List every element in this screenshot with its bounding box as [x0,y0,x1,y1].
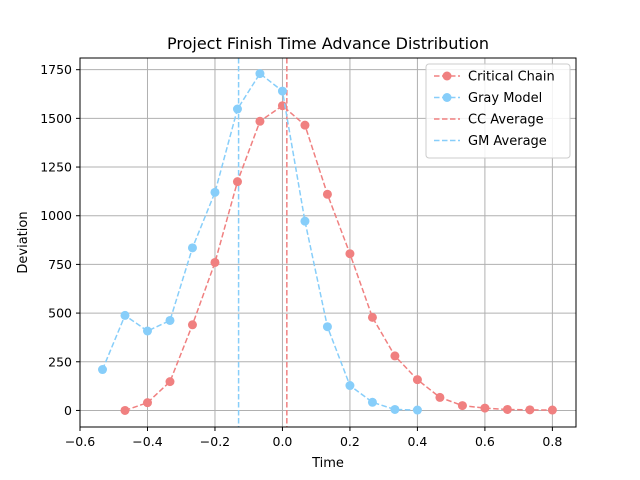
y-tick-label: 1750 [40,62,72,77]
x-tick-label: −0.2 [200,434,230,449]
x-tick-label: 0.8 [542,434,562,449]
critical-chain-point [502,404,512,414]
gray-model-point [300,216,310,226]
critical-chain-point [142,398,152,408]
legend-label: GM Average [468,134,547,149]
x-tick-label: 0.2 [340,434,360,449]
x-tick-label: −0.4 [132,434,162,449]
y-tick-label: 1250 [40,160,72,175]
y-tick-label: 1000 [40,208,72,223]
ticks: −0.6 −0.4 −0.2 0.0 0.2 0.4 0.6 0.8 0 250 500 750 100… [40,62,562,449]
gray-model-point [345,381,355,391]
critical-chain-point [300,120,310,130]
gray-model-point [232,104,242,114]
critical-chain-point [255,116,265,126]
y-tick-label: 250 [48,354,72,369]
series-layer [98,69,557,415]
critical-chain-point [367,312,377,322]
critical-chain-point [547,405,557,415]
legend-marker [442,93,452,102]
critical-chain-point [322,189,332,199]
x-tick-label: 0.4 [407,434,427,449]
legend-marker [442,71,452,81]
x-tick-label: 0.0 [273,434,293,449]
y-tick-label: 0 [64,403,72,418]
legend-item-gm-average: GM Average [434,134,547,149]
gray-model-point [367,397,377,407]
critical-chain-point [457,401,467,411]
legend-item-critical-chain: Critical Chain [434,70,555,85]
gray-model-point [187,243,197,253]
gray-model-point [120,310,130,320]
legend: Critical Chain Gray Model CC Average GM Ave… [425,63,571,159]
critical-chain-point [412,375,422,385]
critical-chain-point [345,249,355,259]
critical-chain-point [232,177,242,187]
x-tick-label: 0.6 [475,434,495,449]
critical-chain-point [480,403,490,413]
critical-chain-point [525,405,535,415]
x-tick-label: −0.6 [65,434,95,449]
gray-model-point [390,404,400,414]
y-axis-label: Deviation [16,211,31,273]
legend-label: Critical Chain [468,70,555,85]
gray-model-point [412,405,422,415]
critical-chain-point [390,351,400,361]
legend-item-cc-average: CC Average [434,113,544,128]
gray-model-point [322,322,332,332]
gray-model-point [210,187,220,197]
gray-model-point [255,69,265,79]
x-axis-label: Time [311,456,344,471]
legend-label: Gray Model [468,91,542,106]
legend-box [425,63,571,159]
critical-chain-series [120,101,557,415]
gray-model-series [98,69,422,415]
y-tick-label: 500 [48,306,72,321]
critical-chain-point [165,377,175,387]
gray-model-line [101,72,418,411]
gray-model-point [165,315,175,325]
critical-chain-point [210,257,220,267]
gray-model-point [98,365,108,375]
critical-chain-point [120,405,130,415]
axes-frame [79,57,577,428]
gray-model-point [277,86,287,96]
critical-chain-point [435,392,445,402]
y-tick-label: 1500 [40,111,72,126]
y-tick-label: 750 [48,257,72,272]
chart-title: Project Finish Time Advance Distribution [167,34,489,53]
critical-chain-point [187,320,197,330]
legend-item-gray-model: Gray Model [434,91,542,106]
gray-model-point [142,326,152,336]
legend-label: CC Average [468,113,544,128]
